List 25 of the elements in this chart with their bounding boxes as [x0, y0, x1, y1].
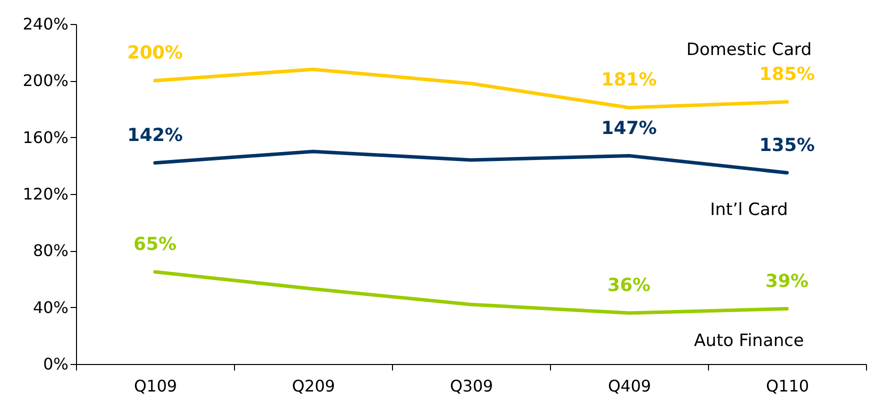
x-tick-label: Q309	[450, 376, 494, 396]
x-tick-label: Q109	[134, 376, 178, 396]
y-tick-label: 160%	[22, 128, 68, 147]
data-label: 147%	[601, 118, 657, 139]
data-label: 181%	[601, 70, 657, 91]
data-label: 200%	[127, 42, 183, 64]
y-tick-label: 200%	[22, 71, 68, 90]
series-label: Int’l Card	[710, 200, 788, 220]
y-tick-label: 240%	[22, 14, 68, 34]
data-label: 65%	[133, 234, 177, 255]
data-label: 36%	[607, 275, 651, 296]
x-tick-label: Q209	[292, 376, 336, 396]
y-tick-label: 120%	[22, 184, 68, 204]
x-tick-label: Q110	[766, 376, 810, 396]
data-label: 185%	[759, 64, 815, 85]
text: Domestic Card	[686, 40, 812, 60]
series-label: Auto Finance	[694, 330, 804, 351]
y-tick-label: 0%	[43, 354, 68, 374]
data-label: 39%	[765, 270, 809, 292]
y-tick-label: 80%	[32, 241, 68, 260]
x-tick-label: Q409	[608, 376, 652, 396]
line-series	[153, 150, 789, 174]
data-label: 135%	[759, 134, 815, 156]
data-label: 142%	[127, 124, 183, 146]
y-tick-label: 40%	[32, 298, 68, 317]
